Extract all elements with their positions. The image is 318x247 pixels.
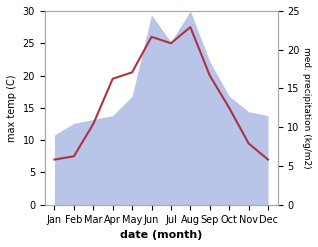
X-axis label: date (month): date (month) [120,230,203,240]
Y-axis label: max temp (C): max temp (C) [7,74,17,142]
Y-axis label: med. precipitation (kg/m2): med. precipitation (kg/m2) [302,47,311,169]
